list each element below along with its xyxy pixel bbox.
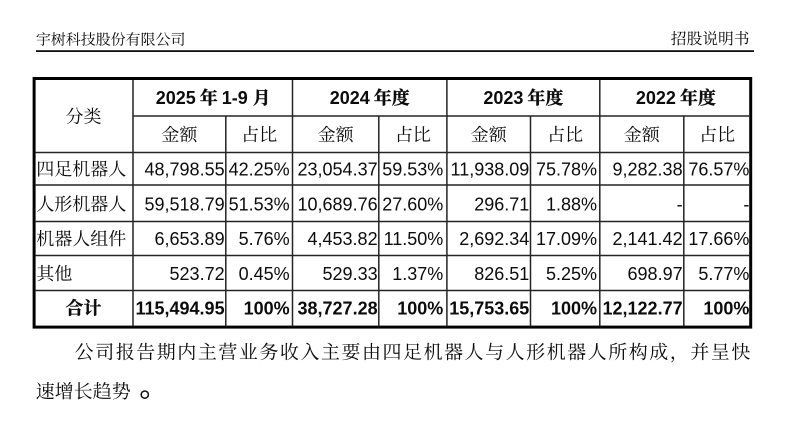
svg-text:75.78%: 75.78% <box>536 159 597 179</box>
svg-text:-: - <box>743 194 749 214</box>
svg-text:100%: 100% <box>244 298 290 318</box>
svg-text:11.50%: 11.50% <box>384 229 444 249</box>
svg-text:23,054.37: 23,054.37 <box>298 159 378 179</box>
svg-text:0.45%: 0.45% <box>239 264 290 284</box>
svg-text:115,494.95: 115,494.95 <box>135 298 224 318</box>
svg-text:6,653.89: 6,653.89 <box>155 229 225 249</box>
svg-text:1-9: 1-9 <box>222 88 248 108</box>
svg-text:38,727.28: 38,727.28 <box>298 298 378 318</box>
svg-text:12,122.77: 12,122.77 <box>603 298 683 318</box>
svg-text:2023: 2023 <box>483 88 523 108</box>
svg-text:1.88%: 1.88% <box>546 194 597 214</box>
svg-text:100%: 100% <box>703 298 749 318</box>
svg-text:48,798.55: 48,798.55 <box>145 159 225 179</box>
svg-text:17.09%: 17.09% <box>536 229 597 249</box>
svg-text:17.66%: 17.66% <box>688 229 749 249</box>
svg-text:2025: 2025 <box>156 88 196 108</box>
svg-text:5.76%: 5.76% <box>239 229 290 249</box>
svg-text:76.57%: 76.57% <box>688 159 749 179</box>
svg-text:59.53%: 59.53% <box>382 159 443 179</box>
svg-text:-: - <box>677 194 683 214</box>
svg-text:296.71: 296.71 <box>474 194 529 214</box>
svg-text:100%: 100% <box>551 298 597 318</box>
svg-text:59,518.79: 59,518.79 <box>145 194 225 214</box>
svg-text:9,282.38: 9,282.38 <box>613 159 683 179</box>
svg-text:5.25%: 5.25% <box>546 264 597 284</box>
svg-text:2022: 2022 <box>636 88 676 108</box>
svg-text:15,753.65: 15,753.65 <box>449 298 529 318</box>
svg-text:27.60%: 27.60% <box>382 194 443 214</box>
svg-text:698.97: 698.97 <box>628 264 683 284</box>
svg-text:2024: 2024 <box>330 88 370 108</box>
svg-text:4,453.82: 4,453.82 <box>308 229 378 249</box>
svg-text:523.72: 523.72 <box>170 264 225 284</box>
svg-text:1.37%: 1.37% <box>392 264 443 284</box>
svg-text:42.25%: 42.25% <box>229 159 290 179</box>
svg-text:529.33: 529.33 <box>323 264 378 284</box>
svg-text:10,689.76: 10,689.76 <box>298 194 378 214</box>
svg-text:51.53%: 51.53% <box>229 194 290 214</box>
svg-text:11,938.09: 11,938.09 <box>451 159 530 179</box>
svg-text:2,141.42: 2,141.42 <box>613 229 683 249</box>
svg-text:826.51: 826.51 <box>474 264 529 284</box>
svg-text:100%: 100% <box>397 298 443 318</box>
svg-text:2,692.34: 2,692.34 <box>459 229 529 249</box>
svg-text:5.77%: 5.77% <box>698 264 749 284</box>
